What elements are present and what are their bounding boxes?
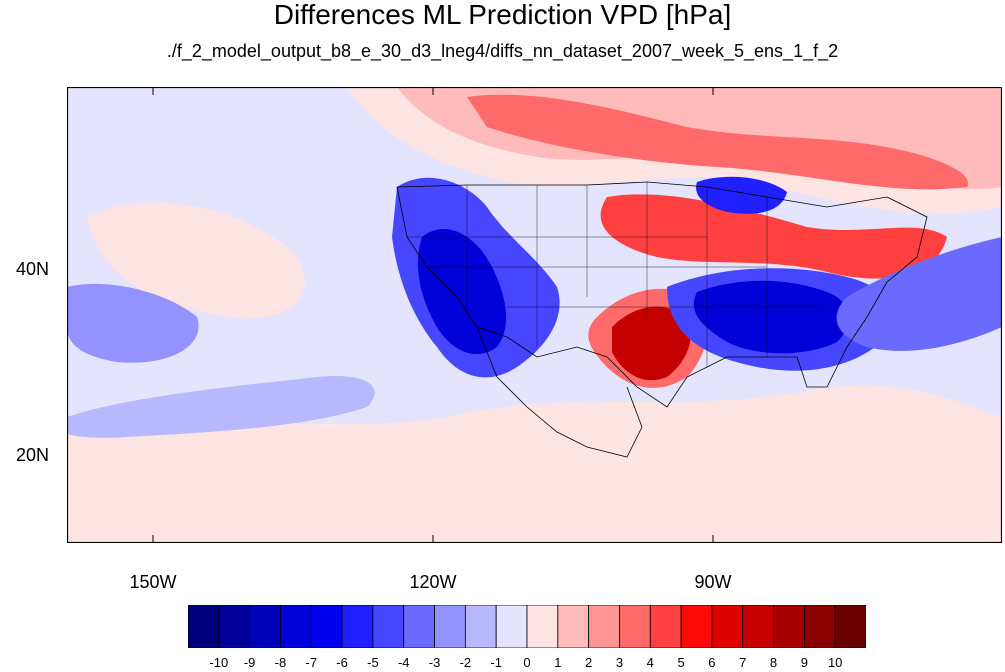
colorbar-swatch	[495, 605, 528, 648]
map-title: Differences ML Prediction VPD [hPa]	[273, 0, 732, 30]
colorbar-swatch	[526, 605, 559, 648]
red-region-great-plains	[600, 194, 947, 279]
colorbar-swatch	[742, 605, 774, 648]
colorbar-swatch	[680, 605, 713, 648]
colorbar-swatch	[557, 605, 590, 648]
colorbar-swatch	[218, 605, 251, 648]
colorbar-swatch	[249, 605, 281, 648]
colorbar-label: -1	[490, 655, 502, 670]
blue-region-great-lakes	[696, 176, 787, 214]
colorbar-label: -4	[397, 655, 410, 670]
lat-label-20n: 20N	[16, 445, 50, 465]
colorbar-swatch	[280, 605, 312, 648]
colorbar-swatch	[310, 605, 343, 648]
colorbar-label: -5	[367, 655, 379, 670]
map-frame	[67, 87, 1002, 543]
colorbar	[188, 605, 866, 648]
colorbar-label: -3	[428, 655, 441, 670]
axis-ticks	[152, 87, 714, 543]
mexico-coastline	[476, 326, 643, 458]
lat-label-40n: 40N	[16, 259, 50, 279]
colorbar-label: 7	[739, 655, 747, 670]
state-borders	[407, 182, 827, 367]
colorbar-label: 8	[769, 655, 778, 670]
lon-label-150w: 150W	[129, 572, 177, 592]
colorbar-label: -2	[459, 655, 472, 670]
colorbar-swatch	[434, 605, 466, 648]
light-blue-region-pacific	[67, 283, 199, 363]
pale-red-region-south	[67, 384, 1002, 543]
colorbar-swatch	[649, 605, 682, 648]
colorbar-label: 3	[615, 655, 624, 670]
colorbar-swatch	[711, 605, 744, 648]
colorbar-swatch	[464, 605, 497, 648]
deep-blue-region-west	[417, 228, 507, 355]
colorbar-label: 1	[554, 655, 562, 670]
colorbar-swatch	[403, 605, 435, 648]
pale-red-region-pacific	[87, 202, 305, 319]
colorbar-swatch	[188, 605, 220, 648]
lon-label-120w: 120W	[409, 572, 457, 592]
colorbar-label: 5	[677, 655, 685, 670]
us-coastline	[396, 181, 928, 408]
colorbar-label: -7	[305, 655, 318, 670]
lon-label-90w: 90W	[694, 572, 732, 592]
colorbar-swatch	[588, 605, 620, 648]
colorbar-swatch	[834, 605, 866, 648]
light-blue-region-hawaii	[67, 376, 375, 438]
deep-red-region-texas	[612, 306, 691, 381]
red-region-canada	[467, 94, 968, 190]
colorbar-label: 2	[585, 655, 593, 670]
blue-region-atlantic	[836, 237, 1002, 351]
colorbar-label: 9	[800, 655, 808, 670]
colorbar-label: -6	[336, 655, 348, 670]
vpd-difference-map	[67, 87, 1002, 543]
colorbar-swatch	[372, 605, 405, 648]
colorbar-swatch	[619, 605, 651, 648]
colorbar-label: 10	[827, 655, 843, 670]
colorbar-label: 4	[646, 655, 654, 670]
colorbar-swatch	[803, 605, 836, 648]
colorbar-label: 0	[523, 655, 531, 670]
colorbar-label: -8	[274, 655, 287, 670]
colorbar-label: 6	[708, 655, 716, 670]
deep-blue-region-southeast	[693, 280, 850, 354]
colorbar-swatch	[341, 605, 374, 648]
colorbar-label: -9	[243, 655, 256, 670]
colorbar-swatch	[773, 605, 805, 648]
colorbar-label: -10	[209, 655, 229, 670]
map-subtitle: ./f_2_model_output_b8_e_30_d3_lneg4/diff…	[166, 41, 839, 61]
